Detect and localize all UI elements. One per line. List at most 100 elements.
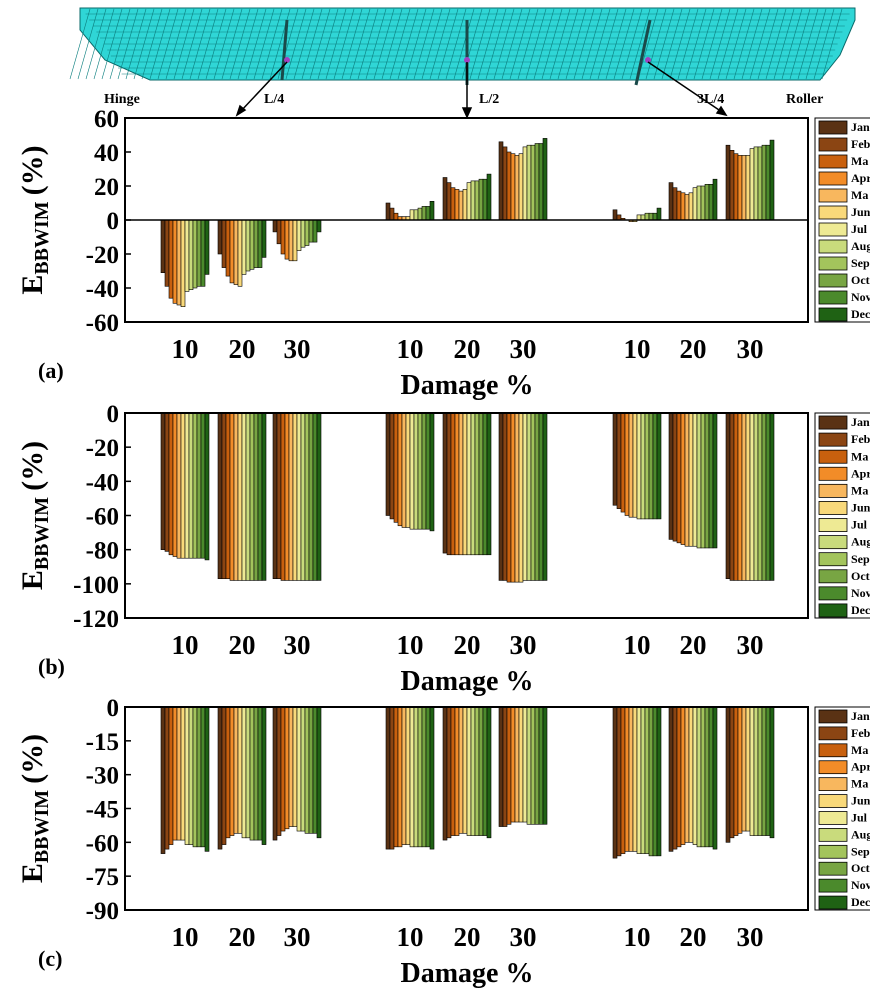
legend-swatch [819, 416, 847, 429]
y-tick-label: -20 [86, 242, 119, 269]
bar [238, 707, 242, 833]
bar [230, 413, 234, 580]
bar [169, 220, 173, 298]
bar [657, 208, 661, 220]
bar [161, 707, 165, 854]
x-axis-title: Damage % [401, 666, 534, 697]
bar [447, 413, 451, 555]
bar [653, 707, 657, 856]
bar [503, 707, 507, 827]
legend-swatch [819, 189, 847, 202]
bar [499, 142, 503, 220]
bar [750, 149, 754, 220]
bar [471, 707, 475, 836]
bar [543, 413, 547, 580]
bar [693, 188, 697, 220]
bar [503, 413, 507, 580]
bar [281, 220, 285, 254]
bar [197, 413, 201, 558]
y-tick-label: -40 [86, 469, 119, 496]
bar [289, 220, 293, 261]
bar [531, 413, 535, 580]
x-tick-label: 10 [172, 630, 199, 660]
bar [313, 413, 317, 580]
legend-swatch [819, 812, 847, 825]
y-tick-label: -120 [73, 606, 119, 633]
bar [418, 208, 422, 220]
bar [426, 413, 430, 529]
bar [447, 183, 451, 220]
bar [234, 707, 238, 833]
legend-swatch [819, 240, 847, 253]
bar [669, 413, 673, 539]
bar [426, 707, 430, 847]
bridge-label: 3L/4 [697, 92, 724, 107]
bar [681, 413, 685, 545]
bar [527, 413, 531, 580]
bar [430, 707, 434, 849]
bar [535, 413, 539, 580]
bar [705, 413, 709, 548]
bar [285, 413, 289, 580]
y-tick-label: -100 [73, 572, 119, 599]
bar [677, 191, 681, 220]
bar [507, 707, 511, 824]
bar [193, 707, 197, 847]
x-tick-label: 30 [284, 334, 311, 364]
bar [621, 413, 625, 512]
legend-label: Sep [851, 552, 870, 566]
bar [539, 707, 543, 824]
bar [685, 195, 689, 221]
bar [758, 147, 762, 220]
bar [205, 413, 209, 560]
bar [519, 707, 523, 822]
y-tick-label: 20 [94, 174, 119, 201]
y-tick-label: -90 [86, 898, 119, 925]
bar [317, 220, 321, 232]
bar [222, 220, 226, 268]
bar [305, 220, 309, 246]
y-axis-title-sub: BBWIM [31, 790, 53, 863]
legend-label: Jan [851, 120, 870, 134]
bar [499, 413, 503, 580]
x-tick-label: 20 [229, 334, 256, 364]
bar [230, 707, 234, 836]
bar [653, 213, 657, 220]
bar [475, 181, 479, 220]
bar [293, 413, 297, 580]
bar [770, 707, 774, 838]
bar [613, 210, 617, 220]
bar [201, 707, 205, 847]
bar [523, 413, 527, 580]
bar [701, 186, 705, 220]
bar [293, 220, 297, 261]
bar [218, 220, 222, 254]
bar [305, 707, 309, 833]
legend-label: Apr [851, 171, 870, 185]
panel-label: (c) [38, 946, 62, 971]
bar [762, 707, 766, 836]
bar [285, 220, 289, 259]
bar [218, 707, 222, 849]
bar [455, 413, 459, 555]
bar [487, 707, 491, 838]
legend-swatch [819, 761, 847, 774]
bar [689, 707, 693, 842]
bar [317, 707, 321, 838]
bar [222, 413, 226, 579]
bar [297, 413, 301, 580]
legend-swatch [819, 587, 847, 600]
bar [390, 208, 394, 220]
bar [386, 707, 390, 849]
bar [406, 413, 410, 527]
bar [689, 413, 693, 546]
bar [519, 154, 523, 220]
bar [750, 707, 754, 836]
bar [697, 707, 701, 847]
bar [309, 220, 313, 242]
bar [467, 707, 471, 836]
bar [455, 189, 459, 220]
legend-swatch [819, 223, 847, 236]
bar [726, 413, 730, 579]
bar [165, 413, 169, 551]
